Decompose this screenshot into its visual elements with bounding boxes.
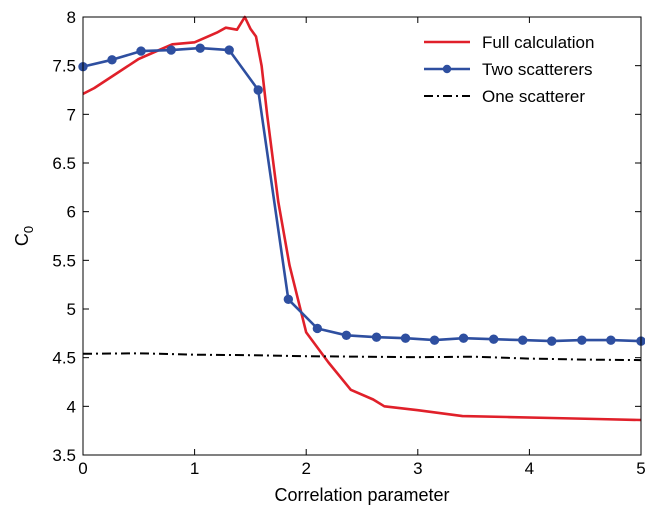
series-point bbox=[488, 334, 499, 344]
ticks-layer: 0 1 2 3 4 5 3.5 4 4.5 5 5.5 6 6.5 7 7.5 8 bbox=[52, 8, 645, 478]
series-point bbox=[312, 323, 323, 334]
series-line-1 bbox=[82, 46, 642, 343]
series-line-2 bbox=[82, 352, 642, 362]
series-point bbox=[547, 336, 557, 346]
x-axis-label: Correlation parameter bbox=[274, 485, 449, 505]
y-tick-label: 6.5 bbox=[52, 154, 76, 173]
series-point bbox=[606, 335, 616, 345]
y-tick-label: 5.5 bbox=[52, 251, 76, 270]
series-point bbox=[136, 46, 146, 56]
y-tick-label: 7 bbox=[67, 105, 76, 124]
y-tick-label: 6 bbox=[67, 203, 76, 222]
legend-entry: Two scatterers bbox=[482, 60, 593, 79]
series-point bbox=[107, 55, 117, 65]
legend: Full calculation Two scatterers One scatte… bbox=[424, 33, 594, 106]
series-line-0 bbox=[82, 15, 642, 422]
x-tick-label: 3 bbox=[413, 459, 422, 478]
legend-marker bbox=[442, 64, 452, 74]
series-point bbox=[341, 330, 352, 340]
y-tick-label: 7.5 bbox=[52, 57, 76, 76]
series-point bbox=[283, 294, 294, 304]
y-tick-label: 8 bbox=[67, 8, 76, 27]
series-point bbox=[224, 45, 234, 55]
series-point bbox=[371, 332, 382, 342]
series-point bbox=[429, 335, 440, 345]
series-point bbox=[518, 335, 528, 345]
y-axis-label-subscript: 0 bbox=[21, 226, 36, 233]
series-point bbox=[577, 335, 587, 345]
x-tick-label: 2 bbox=[301, 459, 310, 478]
plot-frame bbox=[82, 16, 642, 456]
y-axis-label: C0 bbox=[12, 226, 36, 246]
y-tick-label: 4 bbox=[67, 397, 76, 416]
series-point bbox=[253, 85, 263, 95]
y-axis-label-main: C bbox=[12, 233, 32, 246]
x-tick-label: 1 bbox=[190, 459, 199, 478]
legend-entry: One scatterer bbox=[482, 87, 585, 106]
x-tick-label: 0 bbox=[78, 459, 87, 478]
y-tick-label: 4.5 bbox=[52, 349, 76, 368]
legend-entry: Full calculation bbox=[482, 33, 594, 52]
series-point bbox=[458, 333, 469, 343]
series-point bbox=[195, 43, 205, 53]
x-tick-label: 4 bbox=[525, 459, 534, 478]
y-tick-label: 3.5 bbox=[52, 446, 76, 465]
y-tick-label: 5 bbox=[67, 300, 76, 319]
series-point bbox=[400, 333, 411, 343]
x-tick-label: 5 bbox=[636, 459, 645, 478]
series-point bbox=[166, 45, 176, 55]
